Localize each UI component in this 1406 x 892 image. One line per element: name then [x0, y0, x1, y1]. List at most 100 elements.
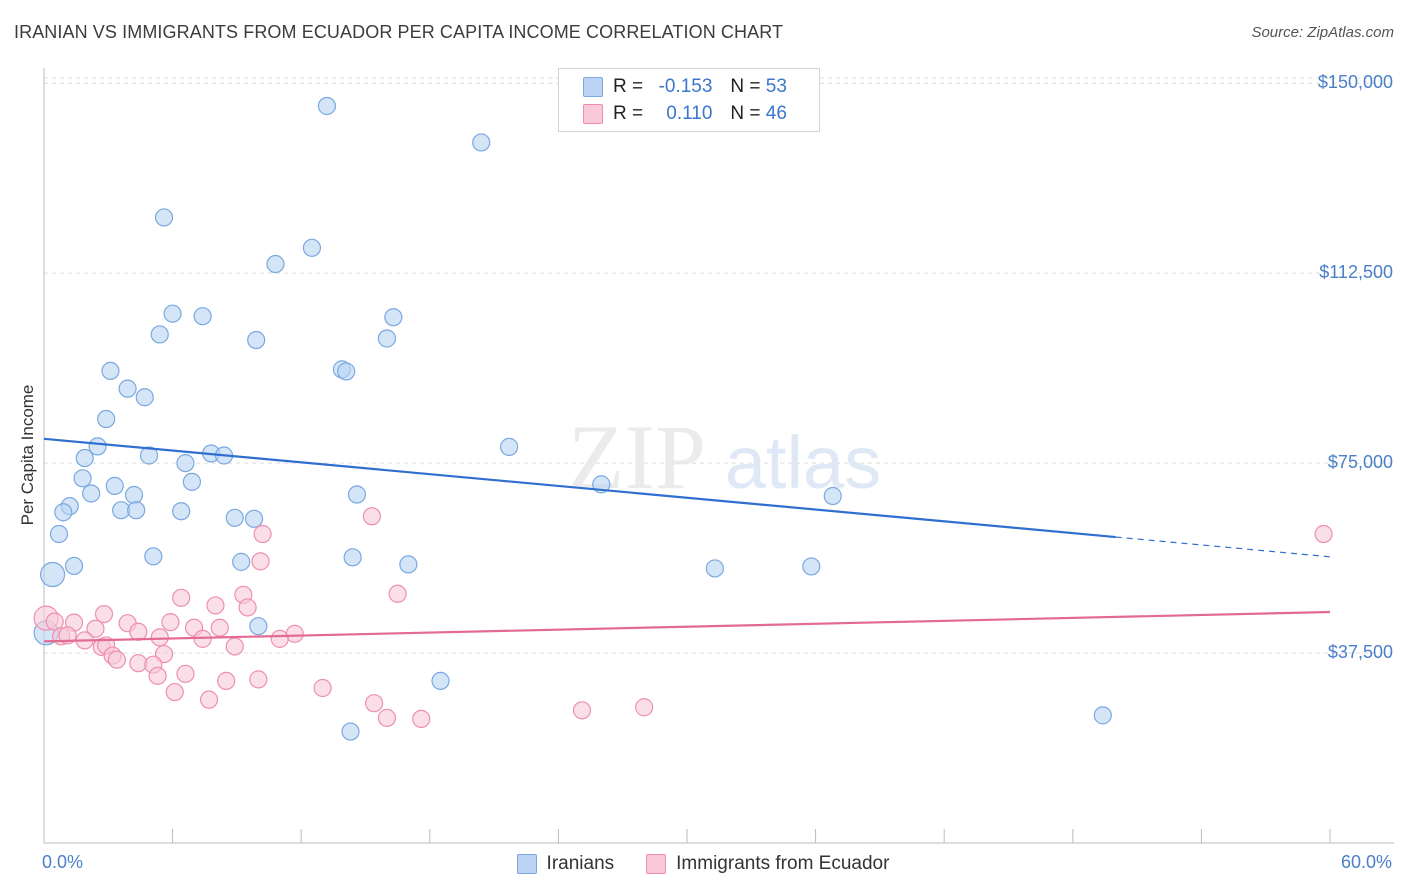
- iranians-point: [500, 437, 519, 456]
- iranians-point: [64, 556, 84, 576]
- ecuador-point: [86, 619, 105, 638]
- legend-n-value: 53: [765, 76, 787, 97]
- legend-r-value: -0.153: [658, 76, 713, 97]
- ecuador-point: [388, 584, 407, 603]
- legend-r-value: 0.110: [660, 103, 713, 124]
- legend-row-iranians: R = -0.153 N = 53: [583, 74, 787, 100]
- y-tick-label: $112,500: [1319, 262, 1393, 283]
- iranians-point: [337, 362, 356, 381]
- ecuador-point: [253, 524, 272, 544]
- iranians-point: [88, 437, 107, 456]
- ecuador-point: [129, 654, 148, 673]
- iranians-point: [127, 501, 146, 520]
- series-legend: Iranians Immigrants from Ecuador: [0, 853, 1406, 875]
- iranians-point: [182, 472, 201, 491]
- legend-swatch-ecuador: [583, 104, 603, 124]
- legend-n-value: 46: [765, 103, 787, 124]
- chart-title: IRANIAN VS IMMIGRANTS FROM ECUADOR PER C…: [14, 22, 784, 42]
- legend-label-ecuador: Immigrants from Ecuador: [676, 853, 890, 874]
- ecuador-point: [148, 666, 167, 685]
- legend-n-label: N =: [730, 103, 761, 124]
- ecuador-point: [572, 701, 592, 720]
- ecuador-point: [206, 596, 225, 615]
- iranians-point: [266, 254, 285, 274]
- legend-n-label: N =: [730, 76, 761, 97]
- ecuador-point: [635, 698, 654, 717]
- ecuador-point: [161, 613, 180, 632]
- y-tick-label: $150,000: [1317, 72, 1393, 93]
- legend-item-ecuador[interactable]: Immigrants from Ecuador: [646, 853, 889, 875]
- iranians-point: [341, 722, 360, 741]
- stats-legend: R = -0.153 N = 53 R = 0.110 N = 46: [558, 68, 820, 132]
- iranians-point: [118, 379, 137, 398]
- watermark-atlas: atlas: [725, 421, 881, 504]
- legend-swatch-iranians: [516, 854, 537, 874]
- iranians-point: [347, 485, 367, 504]
- ecuador-point: [165, 682, 184, 702]
- ecuador-point: [270, 629, 289, 648]
- legend-item-iranians[interactable]: Iranians: [516, 853, 615, 875]
- iranians-point: [193, 307, 212, 326]
- iranians-point: [225, 508, 244, 527]
- ecuador-point: [364, 694, 384, 713]
- trend-lines: [43, 437, 1331, 643]
- legend-r-label: R =: [613, 103, 644, 124]
- iranians-point: [105, 476, 124, 495]
- iranians-point: [249, 617, 268, 636]
- iranians-point: [384, 308, 403, 327]
- iranians-trend-line: [43, 437, 1116, 539]
- iranians-point: [317, 96, 337, 116]
- iranians-point: [176, 453, 195, 473]
- iranians-point: [97, 409, 116, 429]
- ecuador-point: [172, 588, 191, 607]
- iranians-point: [49, 524, 69, 544]
- ecuador-point: [150, 628, 169, 647]
- iranians-point: [399, 555, 418, 574]
- legend-swatch-ecuador: [646, 854, 667, 874]
- iranians-point: [802, 557, 821, 576]
- iranians-point: [135, 388, 154, 407]
- ecuador-point: [1314, 524, 1333, 544]
- iranians-point: [139, 446, 159, 465]
- ecuador-point: [249, 670, 268, 689]
- iranians-point: [75, 448, 94, 468]
- iranians-point: [54, 503, 73, 522]
- iranians-point: [302, 238, 322, 257]
- iranians-point: [472, 133, 491, 152]
- iranians-point: [431, 671, 450, 691]
- axes: [43, 68, 1394, 844]
- ecuador-point: [362, 507, 382, 526]
- ecuador-point: [129, 622, 148, 641]
- iranians-point: [705, 559, 724, 578]
- ecuador-point: [225, 637, 244, 656]
- iranians-point: [144, 547, 163, 566]
- ecuador-point: [107, 650, 126, 669]
- ecuador-point: [313, 678, 332, 698]
- ecuador-point: [251, 552, 270, 571]
- y-tick-label: $37,500: [1327, 642, 1393, 663]
- legend-row-ecuador: R = 0.110 N = 46: [583, 101, 787, 127]
- iranians-point: [247, 330, 266, 350]
- iranians-point: [823, 486, 842, 506]
- ecuador-point: [217, 671, 236, 691]
- ecuador-points: [33, 507, 1333, 728]
- iranians-point: [163, 304, 182, 323]
- ecuador-point: [58, 626, 77, 645]
- iranians-point: [82, 484, 101, 503]
- iranians-point: [150, 325, 169, 344]
- y-tick-label: $75,000: [1327, 452, 1393, 473]
- ecuador-point: [210, 618, 229, 637]
- ecuador-point: [377, 708, 397, 727]
- iranians-point: [154, 208, 174, 227]
- source-label: Source: ZipAtlas.com: [1251, 24, 1394, 41]
- x-axis-min-label: 0.0%: [42, 852, 84, 872]
- legend-label-iranians: Iranians: [546, 853, 615, 874]
- watermark-zip: ZIP: [568, 406, 706, 508]
- iranians-point: [124, 485, 144, 505]
- y-axis-label: Per Capita Income: [18, 384, 37, 526]
- ecuador-point: [94, 604, 114, 624]
- iranians-point: [172, 502, 191, 521]
- ecuador-point: [238, 598, 257, 617]
- iranians-point: [73, 469, 92, 488]
